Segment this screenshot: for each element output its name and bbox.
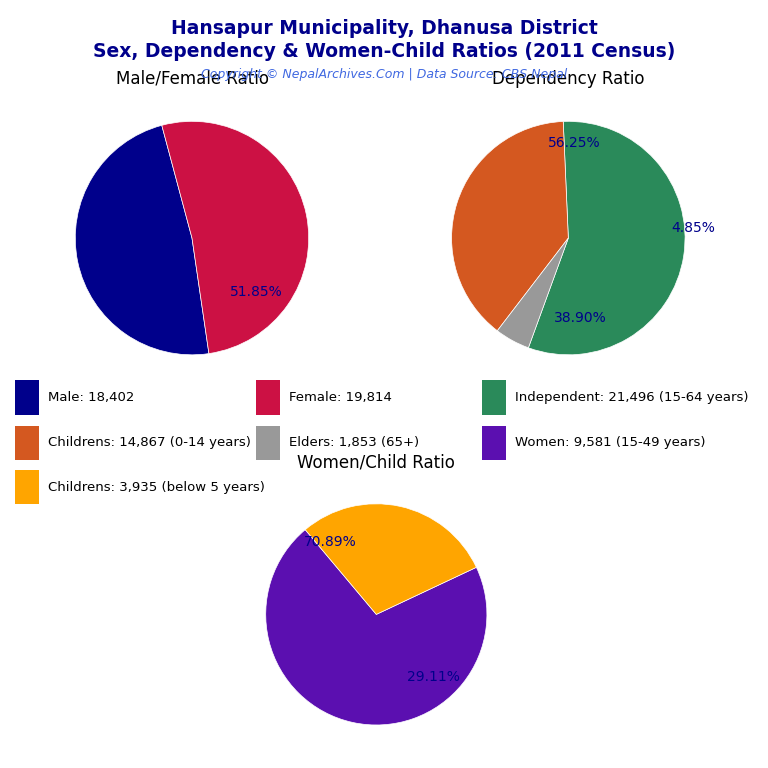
Text: 56.25%: 56.25% (548, 136, 601, 150)
Bar (256, 425, 280, 460)
Text: 38.90%: 38.90% (554, 311, 607, 325)
Wedge shape (75, 125, 209, 355)
Wedge shape (162, 121, 309, 353)
Wedge shape (452, 121, 568, 331)
Bar (482, 380, 506, 415)
Text: Sex, Dependency & Women-Child Ratios (2011 Census): Sex, Dependency & Women-Child Ratios (20… (93, 42, 675, 61)
Text: Childrens: 3,935 (below 5 years): Childrens: 3,935 (below 5 years) (48, 481, 265, 494)
Bar (15, 380, 39, 415)
Bar (15, 470, 39, 505)
Wedge shape (305, 504, 476, 614)
Title: Women/Child Ratio: Women/Child Ratio (297, 454, 455, 472)
Text: Childrens: 14,867 (0-14 years): Childrens: 14,867 (0-14 years) (48, 436, 251, 449)
Wedge shape (498, 238, 568, 348)
Text: Elders: 1,853 (65+): Elders: 1,853 (65+) (290, 436, 419, 449)
Text: Hansapur Municipality, Dhanusa District: Hansapur Municipality, Dhanusa District (170, 19, 598, 38)
Wedge shape (266, 530, 487, 725)
Title: Male/Female Ratio: Male/Female Ratio (115, 70, 269, 88)
Text: Female: 19,814: Female: 19,814 (290, 391, 392, 404)
Title: Dependency Ratio: Dependency Ratio (492, 70, 644, 88)
Text: 29.11%: 29.11% (407, 670, 460, 684)
Text: 48.15%: 48.15% (90, 186, 143, 200)
Bar (482, 425, 506, 460)
Bar (256, 380, 280, 415)
Text: 70.89%: 70.89% (303, 535, 356, 549)
Text: Male: 18,402: Male: 18,402 (48, 391, 134, 404)
Text: Copyright © NepalArchives.Com | Data Source: CBS Nepal: Copyright © NepalArchives.Com | Data Sou… (201, 68, 567, 81)
Text: 51.85%: 51.85% (230, 286, 283, 300)
Text: Independent: 21,496 (15-64 years): Independent: 21,496 (15-64 years) (515, 391, 749, 404)
Text: 4.85%: 4.85% (671, 221, 715, 235)
Text: Women: 9,581 (15-49 years): Women: 9,581 (15-49 years) (515, 436, 706, 449)
Bar (15, 425, 39, 460)
Wedge shape (528, 121, 685, 355)
